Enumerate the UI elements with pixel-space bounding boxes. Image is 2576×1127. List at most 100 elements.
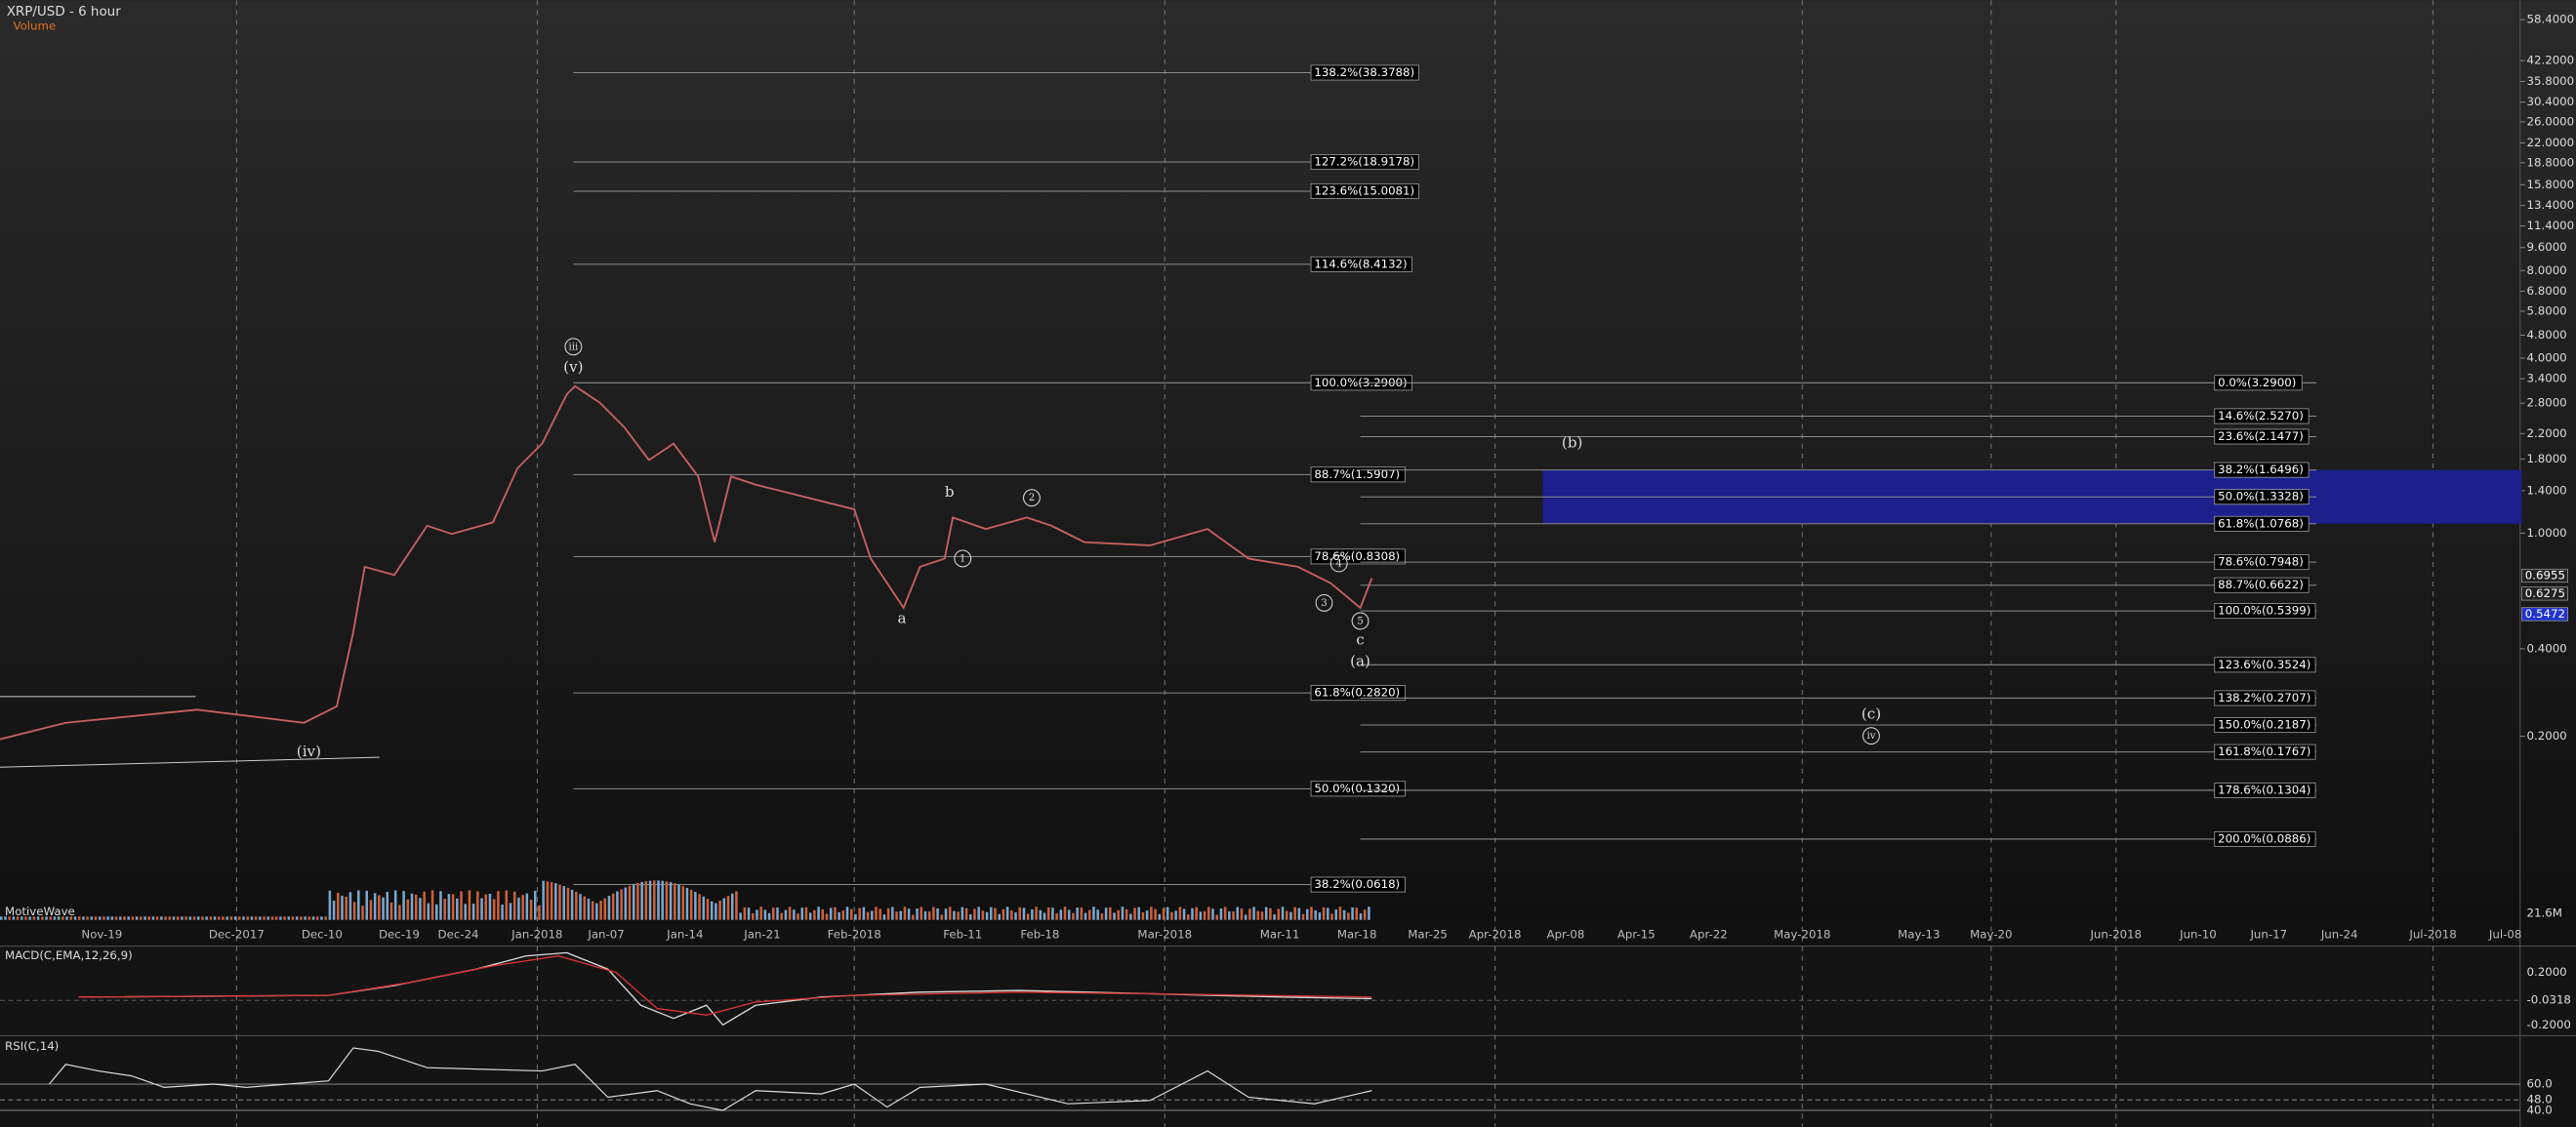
volume-bar [985, 911, 989, 920]
volume-bar [4, 916, 7, 920]
volume-bar [751, 912, 755, 920]
price-tick-label: 15.8000 [2527, 178, 2575, 191]
volume-bar [517, 897, 520, 920]
date-label: Jan-14 [666, 927, 703, 941]
volume-bar [361, 906, 364, 920]
volume-bar [694, 892, 697, 920]
fib-label: 161.8%(0.1767) [2218, 745, 2310, 758]
volume-bar [131, 916, 135, 920]
volume-bar [1228, 911, 1231, 920]
volume-bar [287, 916, 291, 920]
price-tick-label: 1.0000 [2527, 526, 2567, 540]
volume-bar [49, 916, 53, 920]
price-tick-label: 26.0000 [2527, 114, 2575, 128]
volume-bar [1129, 913, 1132, 920]
volume-bar [845, 906, 849, 920]
fib-label-box [1310, 876, 1406, 893]
volume-bar [644, 881, 648, 920]
volume-bar [443, 899, 446, 920]
volume-bar [550, 882, 553, 920]
fib-label: 0.0%(3.2900) [2218, 376, 2296, 389]
volume-bar [1174, 910, 1177, 920]
volume-bar [127, 916, 130, 920]
volume-bar [1141, 911, 1145, 920]
volume-bar [1145, 910, 1149, 920]
volume-axis: 21.6M [2527, 906, 2562, 919]
wave-label: iv [1867, 731, 1876, 742]
volume-bar [1191, 907, 1194, 920]
fib-label: 14.6%(2.5270) [2218, 409, 2304, 423]
volume-bar [61, 916, 64, 920]
volume-bar [20, 916, 23, 920]
volume [0, 880, 1370, 920]
volume-bar [414, 894, 418, 920]
volume-bar [838, 911, 840, 920]
volume-bar [538, 905, 541, 920]
volume-bar [932, 906, 935, 920]
volume-bar [94, 916, 98, 920]
wave-circle [954, 549, 972, 568]
trend-line [0, 756, 380, 768]
volume-bar [222, 916, 225, 920]
fib-label: 114.6%(8.4132) [1314, 257, 1407, 270]
volume-bar [953, 910, 956, 920]
date-label: Jan-07 [587, 927, 624, 941]
volume-bar [419, 898, 422, 920]
volume-bar [1170, 911, 1173, 920]
volume-bar [1195, 906, 1198, 920]
fib-label: 150.0%(0.2187) [2218, 718, 2310, 732]
macd-panel [0, 946, 2576, 1035]
volume-bar [1318, 912, 1322, 920]
fib-label-box [1310, 256, 1412, 272]
volume-bar [1104, 907, 1108, 920]
volume-bar [188, 916, 192, 920]
price-tick-label: 22.0000 [2527, 136, 2575, 149]
volume-bar [722, 898, 726, 920]
volume-bar [1236, 906, 1240, 920]
volume-bar [1072, 912, 1075, 920]
wave-label: (b) [1562, 434, 1582, 452]
volume-bar [1043, 912, 1046, 920]
fib-label: 78.6%(0.7948) [2218, 555, 2304, 569]
volume-bar [653, 880, 656, 920]
price-tick-label: 0.4000 [2527, 641, 2567, 655]
volume-bar [1207, 906, 1210, 920]
volume-bar [410, 893, 414, 920]
volume-bar [389, 903, 393, 920]
fib-label-box [1310, 154, 1419, 170]
wave-circle [1351, 612, 1370, 630]
volume-bar [505, 890, 509, 920]
date-label: Apr-15 [1617, 927, 1656, 941]
volume-bar [1260, 911, 1264, 920]
fib-label-box [2214, 375, 2303, 391]
volume-bar [501, 905, 504, 920]
volume-bar [1281, 906, 1285, 920]
volume-bar [110, 916, 114, 920]
volume-bar [140, 916, 143, 920]
volume-bar [759, 906, 762, 920]
volume-bar [834, 906, 837, 920]
volume-bar [583, 896, 587, 920]
rsi-tick-label: 40.0 [2527, 1103, 2553, 1116]
fib-label-box [2214, 690, 2316, 706]
volume-bar [1203, 910, 1206, 920]
fib-label: 123.6%(15.0081) [1314, 183, 1414, 197]
volume-bar [1306, 908, 1309, 920]
volume-bar [307, 916, 311, 920]
fib-label: 123.6%(0.3524) [2218, 658, 2310, 671]
volume-bar [398, 905, 401, 920]
volume-bar [369, 900, 373, 920]
volume-bar [1018, 906, 1022, 920]
volume-bar [710, 901, 714, 920]
rsi-title: RSI(C,14) [5, 1039, 59, 1053]
volume-bar [345, 897, 348, 920]
volume-bar [324, 916, 327, 920]
volume-bar [767, 912, 771, 920]
volume-bar [1199, 911, 1203, 920]
volume-bar [365, 890, 368, 920]
volume-bar [756, 909, 758, 920]
volume-bar [813, 909, 816, 920]
price-tick-label: 3.4000 [2527, 372, 2567, 385]
volume-bar [718, 901, 721, 920]
wave-label: (c) [1861, 704, 1881, 722]
